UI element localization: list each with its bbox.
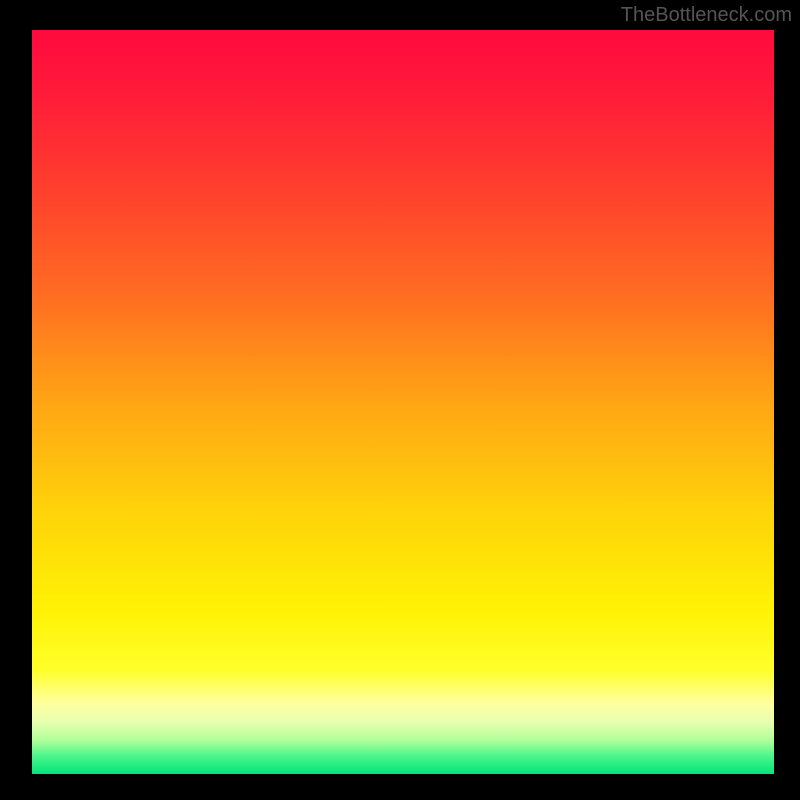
- chart-container: TheBottleneck.com: [0, 0, 800, 800]
- plot-area: [32, 30, 774, 774]
- watermark-text: TheBottleneck.com: [621, 4, 792, 27]
- background-gradient: [32, 30, 774, 774]
